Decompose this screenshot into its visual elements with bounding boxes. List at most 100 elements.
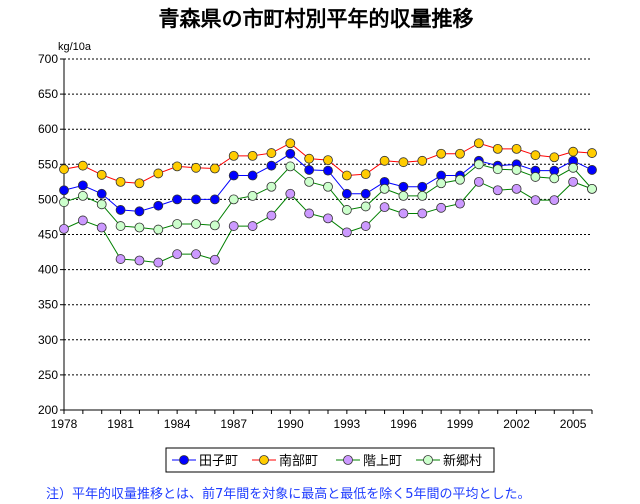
x-tick-label: 1978 [51,417,78,431]
series-2 [59,138,597,189]
legend-item: 階上町 [336,454,402,469]
data-point [172,219,183,229]
x-tick-label: 1984 [164,417,191,431]
y-tick-label: 650 [38,87,58,101]
data-point [568,176,579,187]
legend-marker [179,455,189,465]
x-tick-label: 1987 [220,417,247,431]
data-point [436,148,447,159]
legend-marker [423,455,433,465]
data-point [341,188,352,199]
data-point [153,257,164,268]
x-tick-label: 1993 [334,417,361,431]
data-point [530,195,541,206]
data-point [511,143,522,154]
data-point [323,181,333,192]
data-point [77,190,88,201]
y-axis-ticks: 200 250 300 350 400 450 500 550 600 650 700 [38,52,64,417]
data-point [379,183,390,194]
y-tick-label: 200 [38,403,58,417]
data-point [530,172,541,182]
legend-label: 新郷村 [443,453,482,469]
data-point [96,169,107,180]
data-point [323,155,333,165]
data-point [360,201,371,212]
series-group [59,138,597,268]
data-point [455,148,465,159]
y-tick-label: 600 [38,122,58,136]
series-4 [59,159,597,235]
data-point [266,210,277,221]
data-point [266,160,277,171]
data-point [473,138,484,149]
data-point [398,181,409,192]
data-point [77,160,88,171]
data-point [417,181,428,192]
data-point [323,213,333,224]
data-point [266,181,277,192]
data-point [360,188,371,199]
data-point [153,168,164,179]
data-point [96,188,107,199]
data-point [587,165,597,175]
axes [63,59,592,411]
y-tick-label: 550 [38,157,58,171]
data-point [115,254,126,264]
data-point [341,205,352,215]
data-point [341,227,352,238]
data-point [341,170,352,181]
data-point [455,174,465,185]
data-point [587,148,597,158]
data-point [228,221,239,231]
x-tick-label: 1999 [447,417,474,431]
data-point [549,152,560,163]
data-point [398,208,409,219]
data-point [191,194,201,205]
y-tick-label: 250 [38,368,58,382]
data-point [587,183,597,194]
data-point [247,221,258,231]
data-point [436,178,447,189]
data-point [360,169,371,180]
data-point [511,183,522,194]
data-point [568,162,579,173]
data-point [209,163,220,174]
data-point [59,223,69,234]
data-point [228,194,239,205]
data-point [304,153,315,164]
legend-marker [343,455,353,465]
data-point [417,155,428,166]
data-point [134,222,145,233]
legend-marker [259,455,269,465]
data-point [191,249,201,260]
data-point [549,195,560,206]
data-point [77,215,88,226]
data-point [96,199,107,210]
data-point [549,173,560,184]
data-point [304,176,315,187]
data-point [455,198,465,209]
data-point [304,208,315,219]
data-point [172,194,183,205]
data-point [59,185,69,196]
x-axis-ticks: 1978 1981 1984 1987 1990 1993 1996 1999 2002 2005 [51,410,593,431]
data-point [247,150,258,161]
data-point [568,146,579,157]
data-point [59,164,69,175]
data-point [492,185,503,196]
data-point [511,165,522,175]
data-point [247,170,258,181]
data-point [153,224,164,235]
data-point [285,148,296,159]
data-point [172,249,183,260]
data-point [115,221,126,231]
data-point [134,178,145,189]
legend: 田子町 南部町 階上町 新郷村 [165,447,495,473]
data-point [96,222,107,233]
data-point [228,150,239,161]
data-point [209,194,220,205]
x-tick-label: 1981 [107,417,134,431]
data-point [398,157,409,168]
data-point [134,206,145,217]
